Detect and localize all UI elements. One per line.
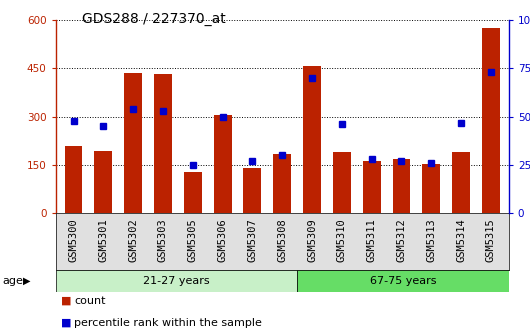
Bar xyxy=(333,152,351,213)
Bar xyxy=(422,164,440,213)
Text: GSM5306: GSM5306 xyxy=(218,218,227,262)
Bar xyxy=(124,73,142,213)
Bar xyxy=(303,66,321,213)
Bar xyxy=(393,159,410,213)
Text: age: age xyxy=(3,276,23,286)
Text: ■: ■ xyxy=(61,318,72,328)
Text: GSM5305: GSM5305 xyxy=(188,218,198,262)
Text: count: count xyxy=(74,296,105,306)
Text: GSM5302: GSM5302 xyxy=(128,218,138,262)
Text: ▶: ▶ xyxy=(23,276,30,286)
Bar xyxy=(154,74,172,213)
Text: GSM5300: GSM5300 xyxy=(68,218,78,262)
Text: GSM5309: GSM5309 xyxy=(307,218,317,262)
Text: GSM5308: GSM5308 xyxy=(277,218,287,262)
Text: GSM5311: GSM5311 xyxy=(367,218,377,262)
Bar xyxy=(56,270,297,292)
Text: GSM5307: GSM5307 xyxy=(248,218,258,262)
Text: GSM5313: GSM5313 xyxy=(426,218,436,262)
Bar xyxy=(273,154,291,213)
Text: GDS288 / 227370_at: GDS288 / 227370_at xyxy=(82,12,226,26)
Bar xyxy=(94,151,112,213)
Bar xyxy=(243,168,261,213)
Text: ■: ■ xyxy=(61,296,72,306)
Text: GSM5301: GSM5301 xyxy=(99,218,108,262)
Bar xyxy=(65,146,83,213)
Bar xyxy=(363,161,381,213)
Text: GSM5310: GSM5310 xyxy=(337,218,347,262)
Text: GSM5303: GSM5303 xyxy=(158,218,168,262)
Bar xyxy=(184,172,202,213)
Text: GSM5315: GSM5315 xyxy=(486,218,496,262)
Text: GSM5312: GSM5312 xyxy=(396,218,407,262)
Bar xyxy=(482,28,500,213)
Bar xyxy=(214,115,232,213)
Text: 21-27 years: 21-27 years xyxy=(143,277,210,286)
Text: percentile rank within the sample: percentile rank within the sample xyxy=(74,318,262,328)
Bar xyxy=(297,270,509,292)
Text: GSM5314: GSM5314 xyxy=(456,218,466,262)
Text: 67-75 years: 67-75 years xyxy=(370,277,436,286)
Bar xyxy=(452,152,470,213)
